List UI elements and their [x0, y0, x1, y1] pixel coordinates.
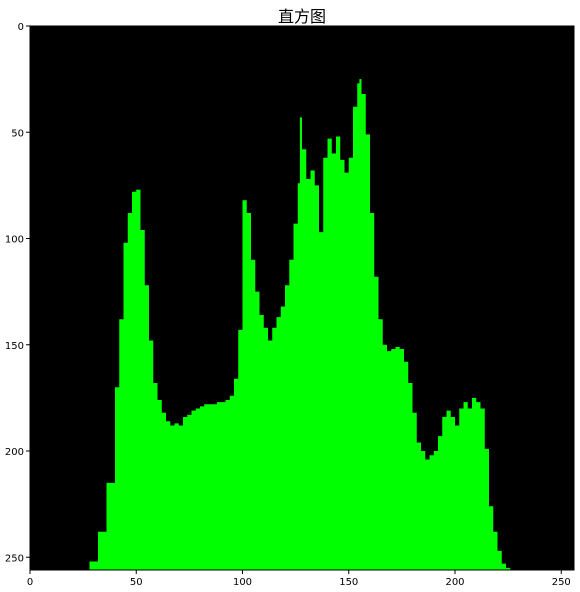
x-axis: 0 50 100 150 200 250 [27, 570, 571, 588]
chart-title: 直方图 [278, 7, 326, 26]
y-tick-label: 250 [5, 553, 24, 564]
x-tick-label: 0 [27, 577, 33, 588]
y-axis: 0 50 100 150 200 250 [5, 22, 30, 564]
x-tick-label: 100 [233, 577, 252, 588]
y-tick-label: 150 [5, 341, 24, 352]
x-tick-label: 50 [130, 577, 143, 588]
y-tick-label: 100 [5, 235, 24, 246]
y-tick-label: 50 [11, 128, 24, 139]
x-tick-label: 250 [552, 577, 571, 588]
y-tick-label: 200 [5, 447, 24, 458]
x-tick-label: 150 [339, 577, 358, 588]
histogram-area [30, 79, 574, 570]
y-tick-label: 0 [18, 22, 24, 33]
plot-frame [29, 25, 575, 571]
x-tick-label: 200 [445, 577, 464, 588]
